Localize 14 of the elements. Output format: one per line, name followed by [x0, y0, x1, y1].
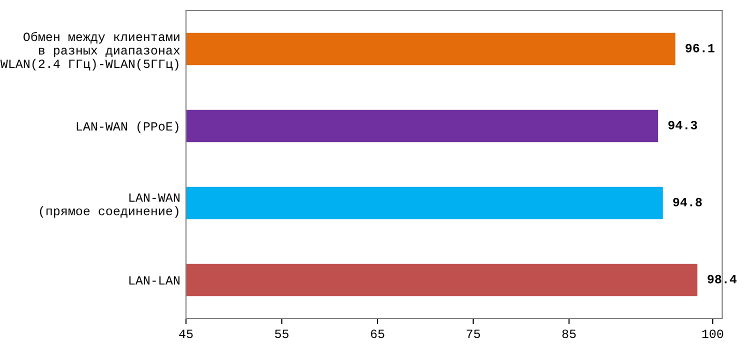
y-tick-label: LAN-WAN (прямое соединение) — [40, 193, 180, 218]
y-tick-label: LAN-WAN (PPoE) — [76, 121, 178, 134]
y-tick-label: Обмен между клиентами в разных диапазонах WLAN(2.4 ГГц)-WLAN(5ГГц) — [0, 32, 180, 71]
x-tick-label: 45 — [179, 330, 193, 338]
y-tick-label: LAN-LAN — [129, 276, 180, 285]
data-label: 98.4 — [708, 274, 737, 284]
data-label: 94.8 — [673, 198, 702, 206]
data-label: 94.3 — [668, 120, 698, 130]
x-tick-label: 55 — [275, 330, 288, 338]
x-tick-label: 75 — [466, 330, 480, 338]
data-label: 96.1 — [686, 44, 714, 52]
x-tick-label: 100 — [702, 330, 724, 338]
x-tick-label: 65 — [370, 330, 384, 338]
x-tick-label: 85 — [562, 330, 576, 338]
